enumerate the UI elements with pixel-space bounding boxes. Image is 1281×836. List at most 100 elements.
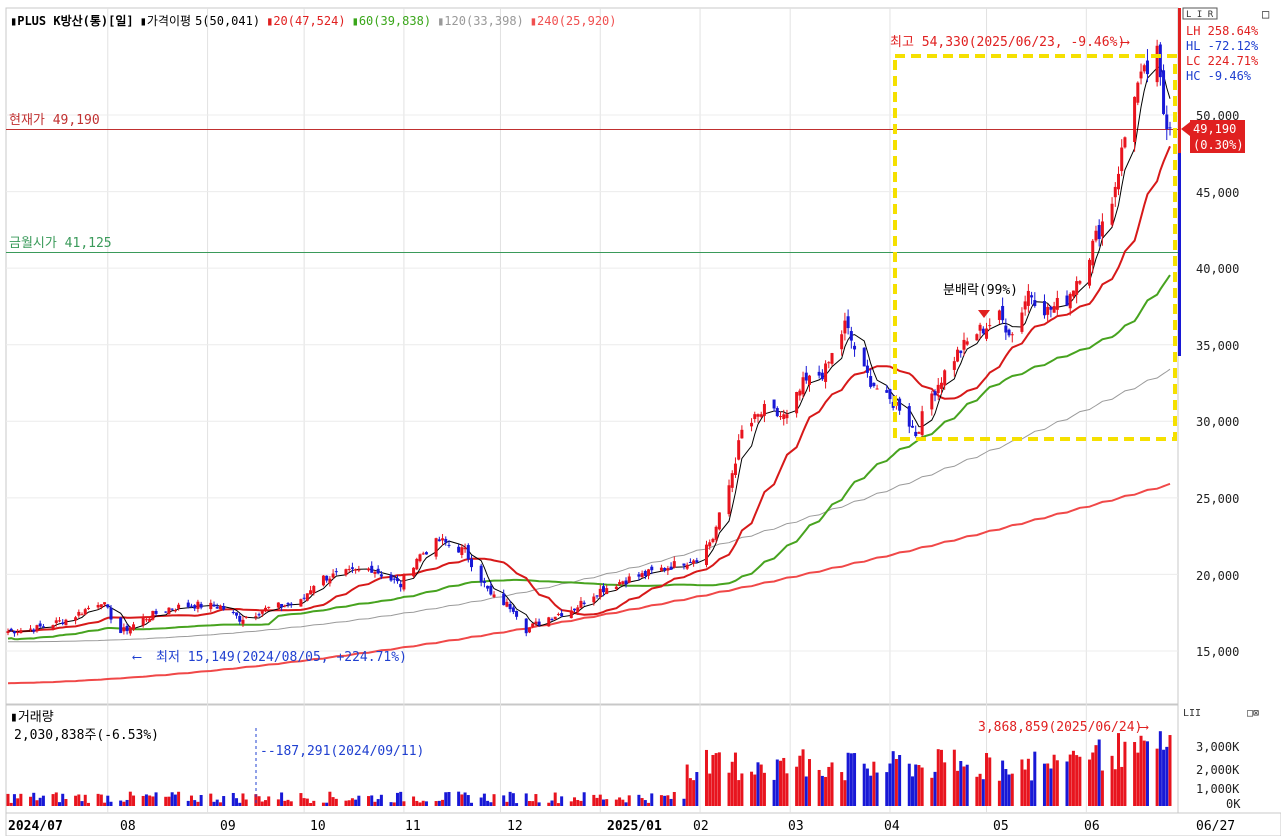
volume-bar [531, 801, 535, 806]
ma5-legend[interactable]: 5(50,041) [195, 14, 260, 28]
volume-bar [244, 799, 248, 806]
low-label: 최저 15,149(2024/08/05, +224.71%) [156, 650, 407, 665]
candle [441, 538, 445, 541]
volume-bar [392, 802, 396, 806]
volume-bar [399, 791, 403, 806]
ma60-legend[interactable]: 60(39,838) [359, 14, 431, 28]
volume-bar [466, 795, 470, 806]
candle [1158, 44, 1162, 78]
volume-bar [962, 766, 966, 806]
volume-tick: 2,000K [1196, 763, 1240, 777]
candle [669, 566, 673, 570]
candle [1007, 329, 1011, 336]
volume-bar [524, 793, 528, 806]
candle [1113, 186, 1117, 198]
volume-bar [376, 799, 380, 806]
volume-bar [289, 801, 293, 806]
volume-bar [672, 791, 676, 806]
candle [843, 320, 847, 334]
candle [106, 604, 110, 608]
x-tick: 11 [405, 819, 421, 834]
volume-bar [985, 753, 989, 806]
candle [592, 596, 596, 603]
volume-bar [1068, 754, 1072, 806]
volume-title: ▮거래량 [10, 710, 54, 725]
candle [373, 571, 377, 574]
candle [254, 616, 258, 618]
volume-bar [38, 797, 42, 806]
ma20-legend[interactable]: 20(47,524) [273, 14, 345, 28]
candle [447, 544, 451, 546]
volume-bar [1010, 773, 1014, 806]
candle [392, 578, 396, 580]
candle [148, 618, 152, 622]
candle [231, 611, 235, 613]
ma60-bullet: ▮ [352, 14, 359, 28]
candle [58, 620, 62, 622]
volume-bar [280, 792, 284, 806]
volume-bar [556, 803, 560, 806]
legend-bullet: ▮ [10, 14, 17, 28]
volume-bar [1113, 769, 1117, 806]
candle [824, 363, 828, 382]
ma120-legend[interactable]: 120(33,398) [444, 14, 523, 28]
candle [936, 384, 940, 394]
candle [173, 610, 177, 612]
volume-bar [238, 802, 242, 806]
maximize-icon[interactable]: □ [1262, 7, 1269, 21]
volume-bar [875, 772, 879, 806]
candle [280, 603, 284, 608]
volume-bar [502, 795, 506, 806]
volume-bar [1078, 756, 1082, 806]
volume-bar [933, 771, 937, 806]
volume-bar [666, 795, 670, 806]
volume-bar [1091, 752, 1095, 806]
volume-bar [807, 759, 811, 806]
candle [865, 365, 869, 373]
volume-bar [457, 791, 461, 806]
candle [627, 576, 631, 583]
stat-hl: HL -72.12% [1186, 39, 1259, 53]
candle [907, 406, 911, 427]
volume-bar [527, 800, 531, 806]
volume-bar [402, 801, 406, 806]
volume-buttons-left[interactable]: LII [1183, 708, 1201, 719]
volume-bar [61, 793, 65, 806]
volume-bar [482, 793, 486, 806]
volume-bar [601, 799, 605, 806]
candle [1120, 147, 1124, 172]
candle [1071, 290, 1075, 297]
lir-button[interactable] [1182, 7, 1218, 20]
candle [238, 615, 242, 622]
candle [695, 560, 699, 563]
candle [267, 606, 271, 608]
candle [624, 580, 628, 585]
candle [750, 422, 754, 427]
x-tick: 10 [310, 819, 326, 834]
candle [215, 606, 219, 609]
candle [898, 398, 902, 411]
volume-bar [492, 794, 496, 806]
stat-lh: LH 258.64% [1186, 24, 1259, 38]
candle [708, 542, 712, 547]
volume-buttons-right[interactable]: □⊠ [1247, 708, 1259, 719]
volume-bar [534, 794, 538, 806]
candle [167, 607, 171, 614]
candle [637, 574, 641, 577]
price-tick: 20,000 [1196, 569, 1239, 583]
volume-bar [618, 797, 622, 806]
candle [415, 558, 419, 570]
volume-bar [334, 798, 338, 806]
volume-bar [1100, 770, 1104, 806]
candle [840, 334, 844, 350]
candle [762, 403, 766, 416]
volume-bar [51, 794, 55, 806]
candle [103, 602, 107, 605]
volume-bar [231, 792, 235, 806]
ma240-legend[interactable]: 240(25,920) [537, 14, 616, 28]
volume-bar [682, 798, 686, 806]
candle [1052, 306, 1056, 313]
volume-bar [209, 793, 213, 806]
stat-lc: LC 224.71% [1186, 54, 1259, 68]
